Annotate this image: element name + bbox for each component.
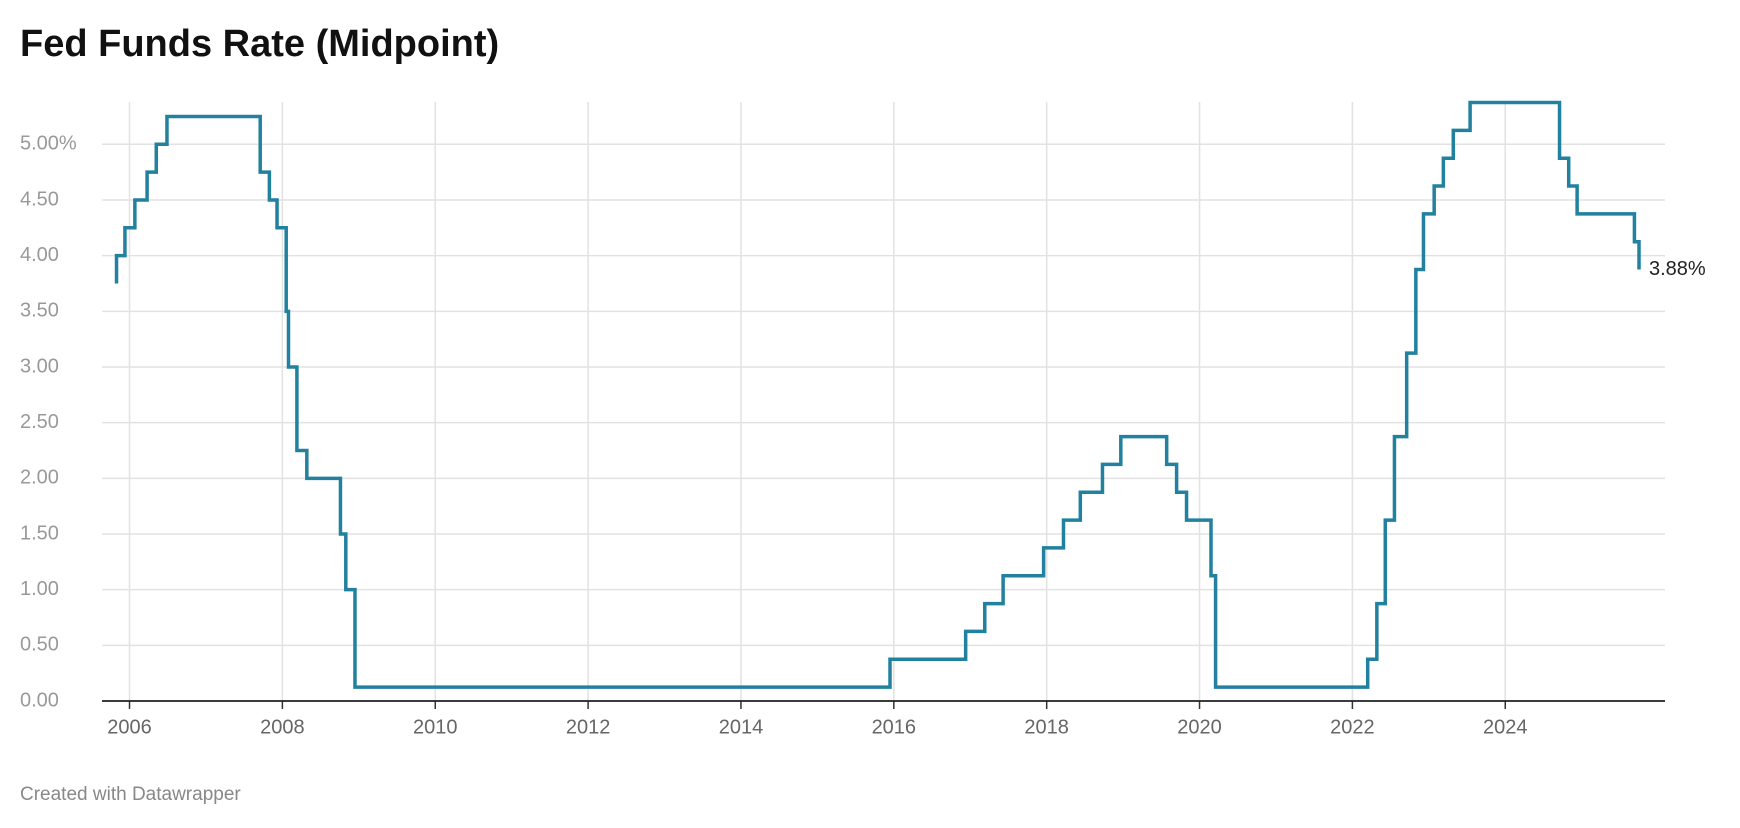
chart-title: Fed Funds Rate (Midpoint): [20, 23, 499, 65]
x-tick-label: 2022: [1330, 716, 1375, 738]
y-tick-label: 0.00: [20, 689, 59, 711]
x-tick-label: 2020: [1177, 716, 1222, 738]
rate-line: [114, 100, 1641, 689]
y-tick-label: 2.50: [20, 411, 59, 433]
y-tick-label: 1.00: [20, 578, 59, 600]
x-tick-label: 2018: [1024, 716, 1069, 738]
x-tick-label: 2010: [413, 716, 458, 738]
end-label: 3.88%: [1649, 258, 1706, 280]
y-tick-label: 3.00: [20, 355, 59, 377]
x-tick-label: 2008: [260, 716, 305, 738]
y-tick-label: 3.50: [20, 300, 59, 322]
y-tick-label: 0.50: [20, 634, 59, 656]
x-tick-label: 2012: [566, 716, 611, 738]
footer: Created with Datawrapper: [20, 784, 241, 805]
x-tick-label: 2014: [719, 716, 764, 738]
x-tick-label: 2006: [107, 716, 152, 738]
x-tick-label: 2024: [1483, 716, 1528, 738]
y-tick-label: 4.50: [20, 188, 59, 210]
y-tick-label: 4.00: [20, 244, 59, 266]
y-tick-label: 1.50: [20, 522, 59, 544]
y-tick-label: 2.00: [20, 467, 59, 489]
x-tick-label: 2016: [872, 716, 917, 738]
y-tick-label: 5.00%: [20, 133, 77, 155]
